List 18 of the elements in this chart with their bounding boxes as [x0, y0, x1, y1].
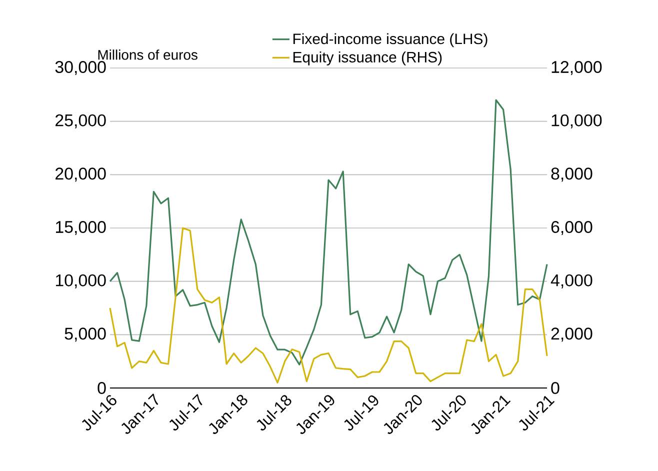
- legend-label: Equity issuance (RHS): [293, 51, 442, 66]
- y2-tick-label: 8,000: [551, 168, 592, 182]
- y-axis-title: Millions of euros: [98, 50, 198, 60]
- line-series: [109, 99, 548, 366]
- y-tick-label: 30,000: [55, 60, 106, 75]
- y-tick-label: 10,000: [56, 274, 106, 288]
- y2-tick-label: 0: [551, 382, 560, 394]
- y-tick-label: 20,000: [56, 168, 106, 182]
- y-tick-label: 25,000: [56, 114, 106, 128]
- y-tick-label: 15,000: [56, 221, 106, 235]
- y-tick-label: 5,000: [64, 328, 106, 342]
- y2-tick-label: 10,000: [552, 114, 602, 128]
- legend-label: Fixed-income issuance (LHS): [293, 33, 488, 48]
- y-tick-label: 0: [98, 382, 106, 394]
- y2-tick-label: 2,000: [551, 328, 592, 342]
- y2-tick-label: 12,000: [552, 60, 602, 75]
- y2-tick-label: 4,000: [550, 274, 592, 288]
- y2-tick-label: 6,000: [551, 221, 592, 235]
